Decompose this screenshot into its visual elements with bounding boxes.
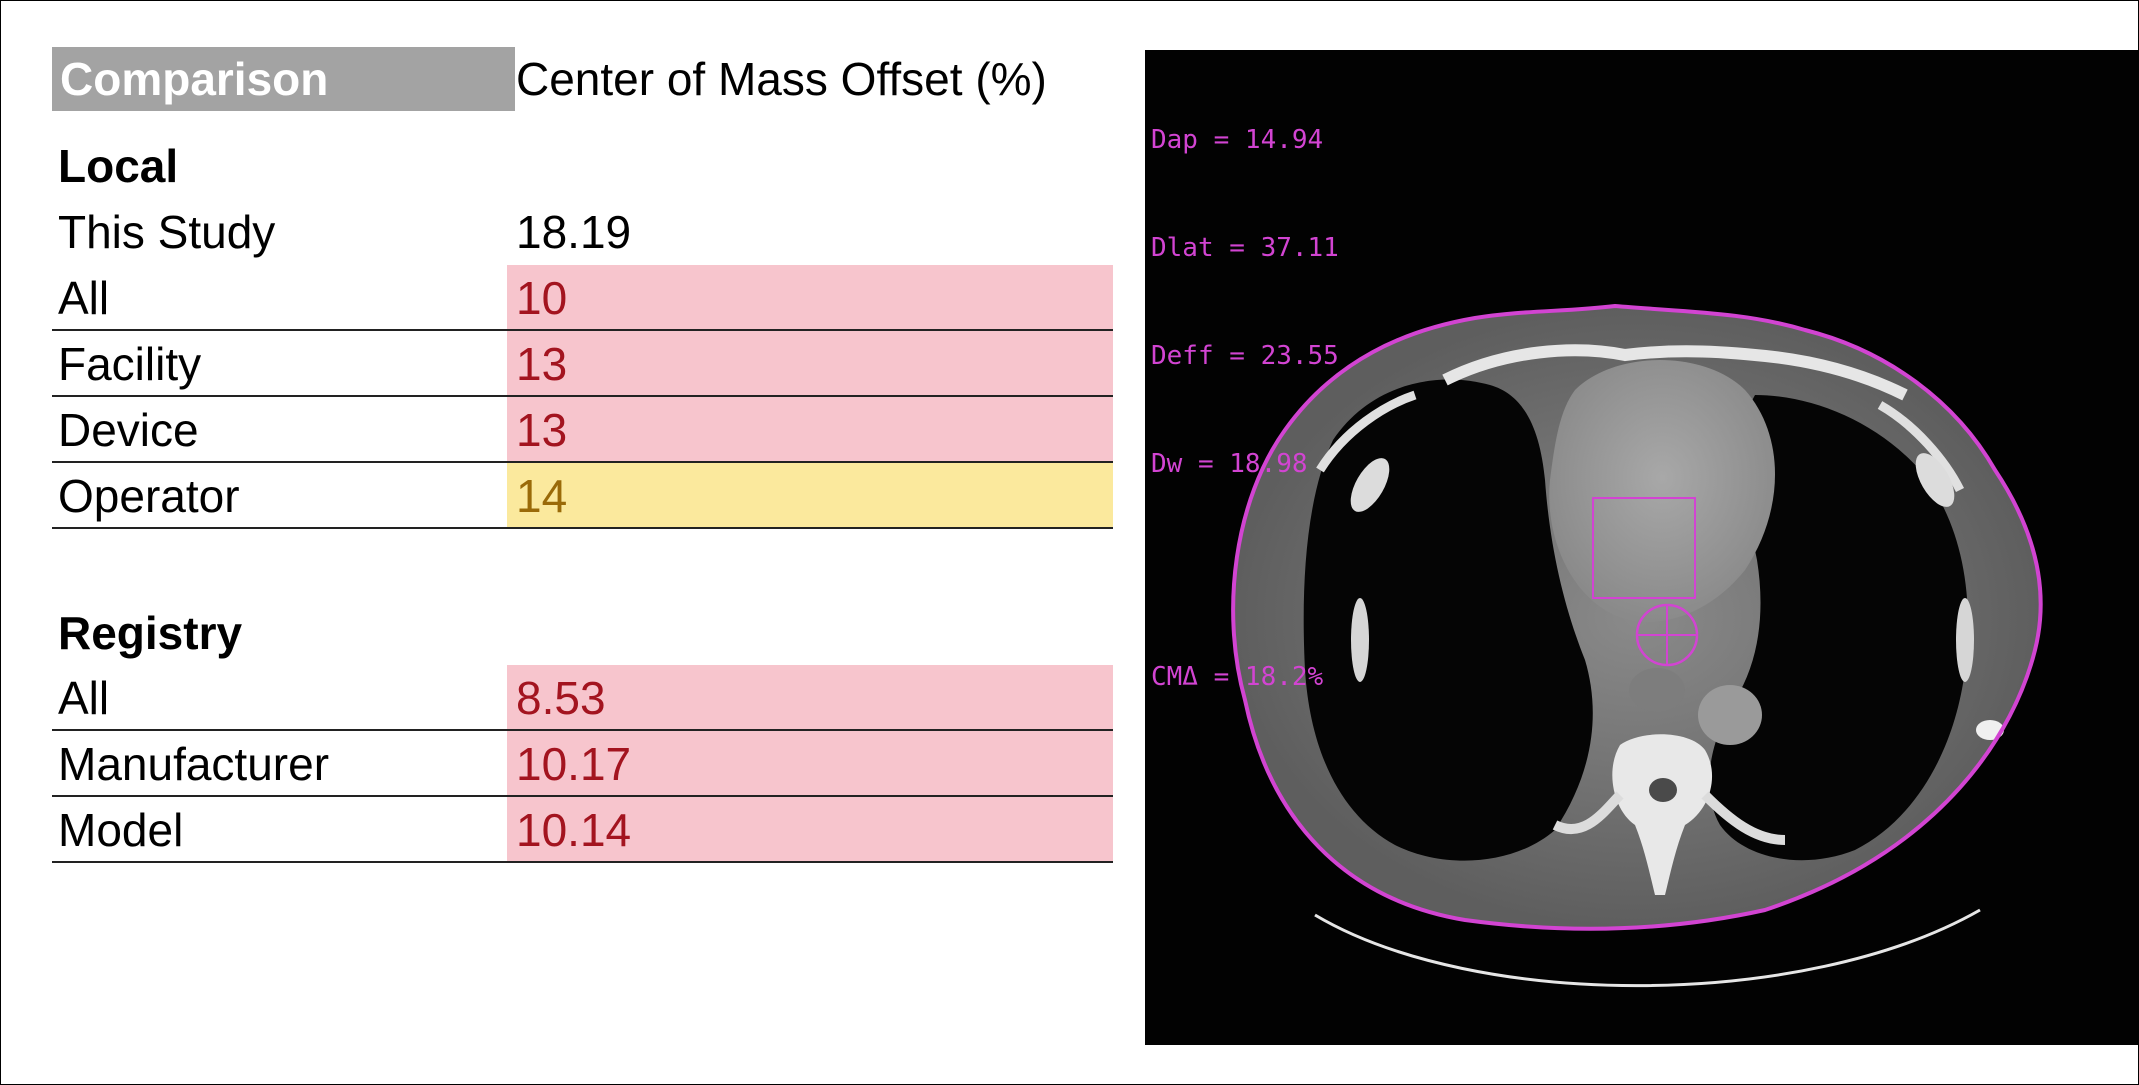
row-value: 13 — [507, 331, 1113, 395]
sternum-bone — [1442, 344, 1908, 401]
esophagus-shape — [1629, 668, 1685, 712]
row-value: 10 — [507, 265, 1113, 329]
header-comparison-label: Comparison — [52, 47, 515, 111]
row-label: Device — [58, 404, 199, 456]
scanner-table-arc — [1314, 908, 1981, 988]
row-label: All — [58, 272, 110, 324]
lung-left-field — [1709, 395, 1968, 861]
readout-dw: Dw = 18.98 — [1151, 449, 1308, 479]
spinal-canal — [1649, 778, 1677, 802]
row-label: Operator — [58, 470, 240, 522]
readout-deff: Deff = 23.55 — [1151, 341, 1339, 371]
measurement-roi-box — [1592, 497, 1696, 599]
row-label: Model — [58, 804, 184, 856]
table-header: Comparison Center of Mass Offset (%) — [52, 47, 1113, 111]
rib-bone — [1956, 598, 1974, 682]
table-row: Facility 13 — [52, 331, 1113, 397]
ct-scan-graphic — [1231, 303, 2043, 988]
readout-spacer — [1151, 554, 1339, 587]
row-value: 8.53 — [507, 665, 1113, 729]
table-row: All 8.53 — [52, 665, 1113, 731]
rib-bone — [1877, 401, 1965, 493]
table-row: Operator 14 — [52, 463, 1113, 529]
rib-bone — [1701, 791, 1786, 845]
ct-readouts: Dap = 14.94 Dlat = 37.11 Deff = 23.55 Dw… — [1151, 50, 1339, 767]
rib-bone — [1552, 791, 1624, 835]
spine-vertebra — [1612, 734, 1713, 895]
readout-dlat: Dlat = 37.11 — [1151, 233, 1339, 263]
row-value: 18.19 — [516, 206, 632, 258]
section-title-registry: Registry — [58, 607, 243, 659]
rib-bone — [1316, 390, 1417, 473]
row-value: 14 — [507, 463, 1113, 527]
row-value: 13 — [507, 397, 1113, 461]
rib-bone — [1915, 453, 1955, 507]
row-label: This Study — [58, 206, 276, 258]
table-row: Manufacturer 10.17 — [52, 731, 1113, 797]
row-value: 10.14 — [507, 797, 1113, 861]
rib-bone — [1351, 598, 1369, 682]
rib-bone — [1350, 458, 1390, 512]
table-row: This Study 18.19 — [52, 199, 1113, 265]
aorta-shape — [1698, 685, 1762, 745]
row-value: 10.17 — [507, 731, 1113, 795]
body-contour-outline — [1231, 303, 2043, 931]
header-metric-label: Center of Mass Offset (%) — [516, 53, 1047, 105]
row-label: All — [58, 672, 110, 724]
row-label: Manufacturer — [58, 738, 330, 790]
readout-cm-offset: CMΔ = 18.2% — [1151, 662, 1324, 692]
readout-dap: Dap = 14.94 — [1151, 125, 1324, 155]
row-label: Facility — [58, 338, 202, 390]
table-row: Device 13 — [52, 397, 1113, 463]
center-of-mass-crosshair — [1635, 603, 1699, 667]
table-row: All 10 — [52, 265, 1113, 331]
section-title-local: Local — [58, 140, 179, 192]
heart-shape — [1549, 360, 1775, 622]
table-row: Model 10.14 — [52, 797, 1113, 863]
ct-scan-image: Dap = 14.94 Dlat = 37.11 Deff = 23.55 Dw… — [1145, 50, 2139, 1045]
